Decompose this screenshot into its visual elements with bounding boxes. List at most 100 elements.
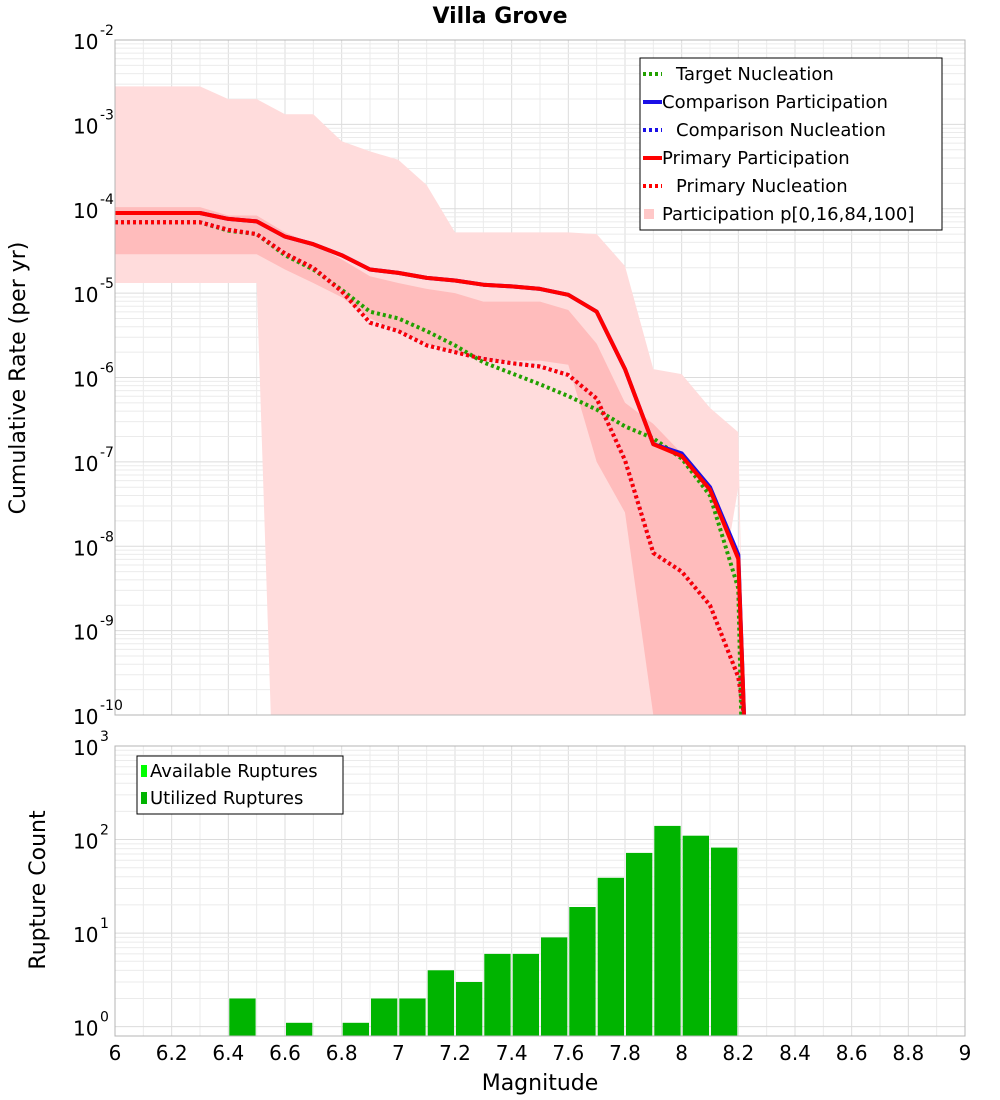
x-tick-label: 7.6 <box>552 1041 584 1065</box>
y-tick-exponent: 3 <box>100 729 109 745</box>
legend-item: Utilized Ruptures <box>141 788 303 809</box>
top-y-axis-label: Cumulative Rate (per yr) <box>6 242 31 515</box>
y-tick-base: 10 <box>73 199 98 223</box>
top-plot-frame <box>114 39 966 716</box>
legend-swatch <box>141 765 147 777</box>
y-tick-base: 10 <box>73 283 98 307</box>
rupture-count-bar <box>229 998 256 1036</box>
rupture-count-bar <box>456 982 483 1036</box>
y-tick-label: 10 -5 <box>73 276 114 307</box>
x-tick-label: 8 <box>675 1041 688 1065</box>
legend-item: Primary Nucleation <box>643 176 848 197</box>
rupture-count-bar <box>711 847 738 1036</box>
legend-swatch <box>644 209 654 219</box>
top-legend: Target Nucleation Comparison Participatio… <box>639 57 943 231</box>
y-tick-exponent: -7 <box>100 445 114 461</box>
rupture-count-bar <box>371 998 398 1036</box>
legend-label: Comparison Nucleation <box>676 120 886 141</box>
x-tick-label: 6.6 <box>269 1041 301 1065</box>
legend-item: Participation p[0,16,84,100] <box>644 204 914 225</box>
x-tick-label: 6 <box>109 1041 122 1065</box>
x-tick-label: 7.4 <box>496 1041 528 1065</box>
y-tick-label: 10 -3 <box>73 107 114 138</box>
y-tick-exponent: -4 <box>100 192 114 208</box>
y-tick-base: 10 <box>73 30 98 54</box>
legend-label: Available Ruptures <box>150 761 318 782</box>
primary-participation-line <box>115 211 746 716</box>
bottom-plot-frame <box>114 745 966 1037</box>
y-tick-base: 10 <box>73 830 98 854</box>
bottom-y-axis-label: Rupture Count <box>26 810 51 970</box>
y-tick-label: 10 -4 <box>73 192 114 223</box>
legend-label: Primary Participation <box>662 148 850 169</box>
x-tick-label: 7.8 <box>609 1041 641 1065</box>
x-tick-label: 8.6 <box>836 1041 868 1065</box>
participation-bands <box>115 86 744 715</box>
rate-series-lines <box>115 211 746 716</box>
y-tick-label: 10 -6 <box>73 361 114 392</box>
legend-item: Target Nucleation <box>643 64 834 85</box>
x-axis-label: Magnitude <box>482 1071 599 1096</box>
x-tick-labels: 6 6.2 6.4 6.6 6.8 7 7.2 7.4 7.6 7.8 8 8.2 8.4 8.6 8.8 9 <box>109 1041 972 1065</box>
y-tick-exponent: -2 <box>100 23 114 39</box>
legend-item: Available Ruptures <box>141 761 318 782</box>
x-tick-label: 6.4 <box>212 1041 244 1065</box>
y-tick-label: 10 -9 <box>73 614 114 645</box>
y-tick-exponent: -6 <box>100 361 114 377</box>
x-tick-label: 8.4 <box>779 1041 811 1065</box>
x-tick-label: 8.2 <box>722 1041 754 1065</box>
y-tick-exponent: -3 <box>100 107 114 123</box>
rupture-count-bar <box>512 953 539 1036</box>
rupture-count-bar <box>569 907 596 1036</box>
rupture-count-bar <box>682 835 709 1036</box>
y-tick-label: 10 1 <box>73 916 109 947</box>
y-tick-label: 10 0 <box>73 1010 109 1041</box>
bottom-legend-box <box>136 755 344 815</box>
y-tick-exponent: 2 <box>100 823 109 839</box>
top-legend-box <box>639 57 943 231</box>
rupture-count-bar <box>399 998 426 1036</box>
y-tick-base: 10 <box>73 1017 98 1041</box>
bottom-legend: Available Ruptures Utilized Ruptures <box>136 755 344 815</box>
legend-item: Primary Participation <box>643 148 850 169</box>
y-tick-exponent: 0 <box>100 1010 109 1026</box>
y-tick-exponent: -10 <box>100 698 123 714</box>
x-tick-label: 8.8 <box>892 1041 924 1065</box>
rupture-count-bar <box>286 1022 313 1036</box>
x-tick-label: 6.2 <box>156 1041 188 1065</box>
y-tick-label: 10 -10 <box>73 698 123 729</box>
y-tick-base: 10 <box>73 736 98 760</box>
legend-item: Comparison Nucleation <box>643 120 886 141</box>
y-tick-base: 10 <box>73 114 98 138</box>
rupture-count-bar <box>427 970 454 1036</box>
rupture-count-bar <box>654 825 681 1036</box>
y-tick-exponent: -5 <box>100 276 114 292</box>
rupture-count-bars <box>229 825 738 1036</box>
legend-label: Target Nucleation <box>675 64 834 85</box>
y-tick-label: 10 3 <box>73 729 109 760</box>
legend-swatch <box>141 792 147 804</box>
rupture-count-bar <box>484 953 511 1036</box>
y-tick-exponent: -9 <box>100 614 114 630</box>
legend-label: Primary Nucleation <box>676 176 848 197</box>
rupture-count-bar <box>342 1022 369 1036</box>
y-tick-exponent: 1 <box>100 916 109 932</box>
band-p16-p84 <box>115 207 744 715</box>
x-tick-label: 7 <box>392 1041 405 1065</box>
y-tick-base: 10 <box>73 705 98 729</box>
legend-label: Utilized Ruptures <box>150 788 303 809</box>
y-tick-label: 10 -2 <box>73 23 114 54</box>
rupture-count-bar <box>541 937 568 1036</box>
x-tick-label: 6.8 <box>326 1041 358 1065</box>
y-tick-base: 10 <box>73 536 98 560</box>
y-tick-label: 10 -8 <box>73 529 114 560</box>
y-tick-base: 10 <box>73 368 98 392</box>
y-tick-label: 10 -7 <box>73 445 114 476</box>
chart-title: Villa Grove <box>432 4 567 29</box>
legend-label: Comparison Participation <box>662 92 888 113</box>
